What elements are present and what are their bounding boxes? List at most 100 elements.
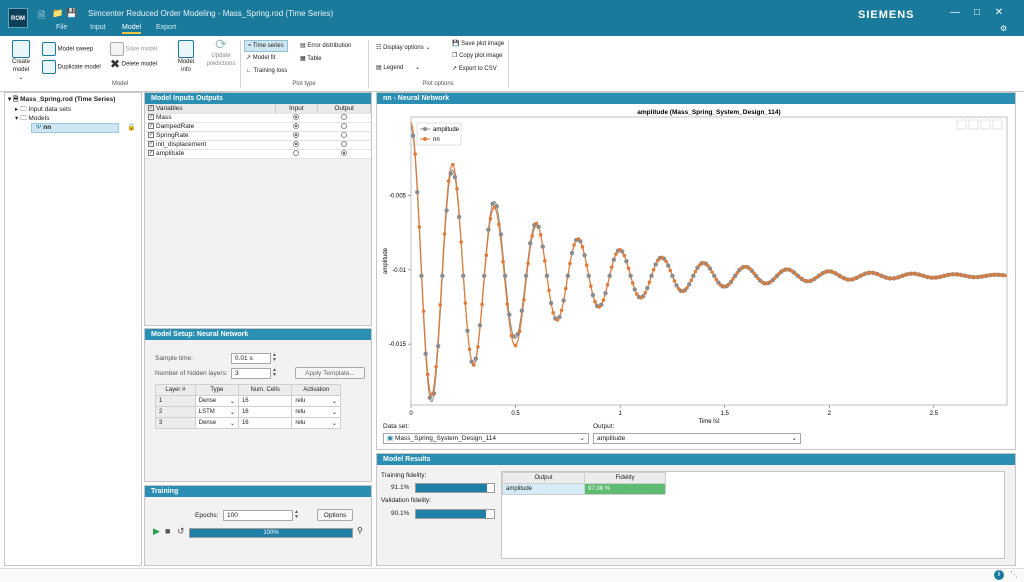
cells-input[interactable]: 16: [237, 406, 293, 418]
x-tick-label: 0.5: [511, 411, 520, 417]
type-select[interactable]: Dense ⌄: [194, 395, 239, 407]
data-point-amplitude: [624, 259, 629, 264]
row-checkbox[interactable]: ✓: [148, 150, 154, 157]
table-button[interactable]: ▦ Table: [300, 56, 322, 62]
output-radio[interactable]: [341, 149, 348, 156]
input-radio[interactable]: [293, 113, 300, 120]
hidden-layers-label: Number of hidden layers:: [155, 370, 228, 377]
options-button[interactable]: Options: [317, 509, 353, 521]
data-point-nn: [517, 329, 522, 334]
legend-button[interactable]: ▤ Legend ⌄: [376, 65, 421, 71]
save-model-button[interactable]: Save model: [110, 42, 157, 56]
reset-zoom-icon[interactable]: [992, 119, 1003, 130]
spinner-icon[interactable]: ▲ ▼: [272, 367, 277, 378]
apply-template-button[interactable]: Apply Template...: [295, 367, 365, 379]
menu-export[interactable]: Export: [156, 24, 177, 31]
tree-item-input-data-sets[interactable]: ▸ 🗀 Input data sets: [15, 106, 72, 113]
row-checkbox[interactable]: ✓: [148, 132, 154, 139]
display-options-button[interactable]: ☷ Display options ⌄: [376, 45, 431, 51]
delete-model-button[interactable]: ✖ Delete model: [110, 57, 158, 71]
time-series-chart[interactable]: amplitude (Mass_Spring_System_Design_114…: [377, 105, 1015, 423]
pan-icon[interactable]: [980, 119, 991, 130]
new-file-icon[interactable]: 🗎: [38, 10, 46, 20]
data-point-amplitude: [523, 273, 529, 279]
data-point-nn: [526, 261, 530, 266]
output-select[interactable]: amplitude ⌄: [593, 433, 801, 444]
copy-plot-image-button[interactable]: ❐ Copy plot image: [452, 53, 503, 59]
type-select[interactable]: Dense ⌄: [194, 417, 239, 429]
type-select[interactable]: LSTM ⌄: [194, 406, 239, 418]
stop-icon[interactable]: ■: [165, 526, 171, 536]
menu-input[interactable]: Input: [90, 24, 106, 31]
play-icon[interactable]: ▶: [153, 526, 160, 536]
training-loss-button[interactable]: ∟ Training loss: [246, 68, 288, 74]
menu-model[interactable]: Model: [122, 24, 142, 34]
cells-input[interactable]: 16: [237, 395, 293, 407]
save-icon[interactable]: 💾: [66, 8, 78, 18]
search-icon[interactable]: ⚲: [357, 526, 363, 535]
data-point-nn: [865, 271, 869, 275]
table-row[interactable]: amplitude 97.08 %: [502, 483, 666, 495]
activation-select[interactable]: relu ⌄: [291, 395, 341, 407]
zoom-icon[interactable]: [968, 119, 979, 130]
time-series-button[interactable]: ≈ Time series: [244, 40, 288, 52]
minimize-button[interactable]: —: [950, 7, 960, 18]
epochs-input[interactable]: 100: [223, 510, 293, 521]
open-folder-icon[interactable]: 📁: [52, 8, 64, 18]
info-icon[interactable]: i: [994, 570, 1004, 580]
create-model-button[interactable]: Create model ⌄: [6, 40, 36, 82]
data-point-nn: [538, 233, 543, 237]
cursor-icon[interactable]: [956, 119, 967, 130]
tree-item-models[interactable]: ▾ 🗀 Models: [15, 115, 50, 122]
ribbon-separator: [368, 40, 369, 88]
input-radio[interactable]: [293, 131, 300, 138]
model-sweep-button[interactable]: Model sweep: [42, 42, 93, 56]
ribbon-separator: [240, 40, 241, 88]
maximize-button[interactable]: □: [973, 7, 981, 18]
data-point-amplitude: [712, 273, 717, 279]
model-info-button[interactable]: Model info: [174, 40, 198, 74]
update-predictions-button[interactable]: ⟳ Update predictions: [206, 36, 236, 67]
data-set-select[interactable]: ▣ Mass_Spring_System_Design_114 ⌄: [383, 433, 589, 444]
select-all-checkbox[interactable]: ✓: [148, 105, 154, 112]
cells-input[interactable]: 16: [237, 417, 293, 429]
export-csv-button[interactable]: ↗ Export to CSV: [452, 66, 497, 72]
tree-item-nn[interactable]: Ψ nn: [31, 123, 119, 133]
close-button[interactable]: ✕: [994, 7, 1004, 18]
save-plot-image-button[interactable]: 💾 Save plot image: [452, 41, 505, 47]
input-radio[interactable]: [293, 140, 300, 147]
output-radio[interactable]: [341, 122, 348, 129]
activation-select[interactable]: relu ⌄: [291, 406, 341, 418]
menu-file[interactable]: File: [56, 24, 68, 31]
data-point-nn: [798, 275, 802, 280]
output-radio[interactable]: [341, 140, 348, 147]
data-point-nn: [944, 273, 949, 278]
data-point-nn: [785, 267, 790, 272]
model-fit-button[interactable]: ↗ Model fit: [246, 55, 276, 61]
output-radio[interactable]: [341, 131, 348, 138]
output-label: Output:: [593, 423, 615, 430]
data-point-nn: [940, 274, 944, 279]
hidden-layers-input[interactable]: 3: [231, 368, 271, 379]
tree-root[interactable]: ▾ 🗎 Mass_Spring.rod (Time Series): [8, 96, 116, 103]
error-distribution-button[interactable]: ▤ Error distribution: [300, 43, 352, 49]
sample-time-input[interactable]: 0.01 s: [231, 353, 271, 364]
data-point-nn: [773, 276, 777, 280]
data-point-nn: [969, 275, 974, 279]
row-checkbox[interactable]: ✓: [148, 114, 154, 121]
input-radio[interactable]: [293, 122, 300, 129]
reset-icon[interactable]: ↺: [177, 526, 185, 536]
input-radio[interactable]: [293, 149, 300, 156]
data-point-amplitude: [486, 227, 491, 232]
duplicate-model-button[interactable]: Duplicate model: [42, 60, 101, 74]
help-icon[interactable]: ⚙: [1000, 24, 1008, 33]
data-point-nn: [1003, 273, 1007, 278]
output-radio[interactable]: [341, 113, 348, 120]
row-checkbox[interactable]: ✓: [148, 123, 154, 130]
spinner-icon[interactable]: ▲ ▼: [272, 352, 277, 363]
table-row: ✓ Mass: [145, 113, 371, 123]
spinner-icon[interactable]: ▲ ▼: [294, 509, 299, 520]
data-point-nn: [806, 279, 811, 284]
activation-select[interactable]: relu ⌄: [291, 417, 341, 429]
row-checkbox[interactable]: ✓: [148, 141, 154, 148]
